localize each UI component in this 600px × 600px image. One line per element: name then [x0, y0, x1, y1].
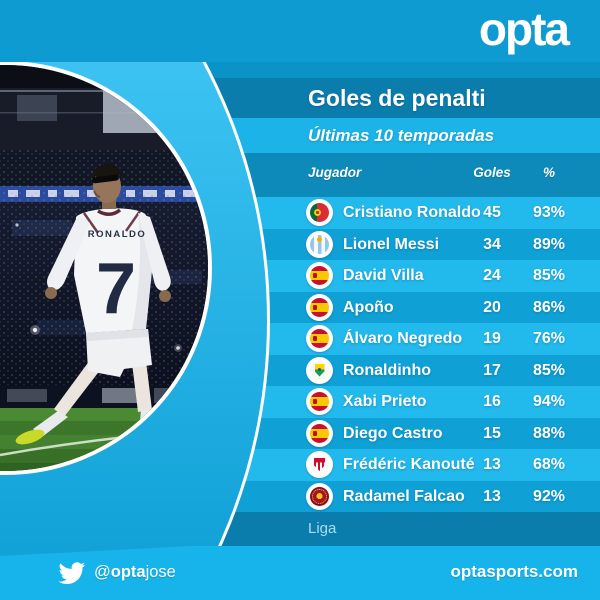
goals-value: 13: [483, 456, 501, 473]
twitter-icon: [58, 562, 86, 585]
badge-spain-icon: [310, 266, 329, 285]
page-title: Goles de penalti: [308, 85, 486, 111]
handle-at: @: [94, 563, 111, 581]
player-badge: [306, 419, 333, 447]
handle-opta: opta: [110, 563, 146, 581]
pct-value: 89%: [532, 235, 566, 253]
player-name: Frédéric Kanouté: [343, 456, 475, 473]
opta-logo: opta: [478, 3, 570, 55]
player-name: Diego Castro: [343, 424, 443, 442]
player-badge: [306, 293, 333, 321]
jersey-name: RONALDO: [88, 229, 147, 240]
player-name: Apoño: [343, 298, 394, 316]
badge-spain-icon: [310, 297, 329, 317]
player-name: Álvaro Negredo: [343, 330, 463, 347]
pct-value: 88%: [532, 424, 566, 442]
goals-value: 16: [483, 393, 501, 410]
player-name: Xabi Prieto: [343, 393, 427, 410]
player-badge: [306, 199, 333, 226]
badge-portugal-icon: [310, 203, 329, 222]
player-name: David Villa: [343, 267, 424, 284]
goals-value: 45: [483, 204, 501, 221]
player-name: Cristiano Ronaldo: [343, 204, 481, 221]
badge-colombia-icon: [310, 486, 329, 506]
goals-value: 24: [483, 267, 501, 284]
goals-value: 13: [483, 487, 501, 505]
goals-value: 17: [483, 361, 501, 379]
goals-value: 34: [483, 235, 501, 253]
goals-value: 20: [483, 298, 501, 316]
column-header-pct: %: [542, 165, 555, 180]
handle-rest: jose: [145, 563, 176, 581]
badge-sevilla-icon: [310, 455, 329, 474]
player-name: Radamel Falcao: [343, 487, 465, 505]
page-subtitle: Últimas 10 temporadas: [308, 126, 495, 145]
pct-value: 86%: [532, 298, 566, 316]
player-badge: [306, 262, 333, 289]
goals-value: 15: [483, 424, 501, 442]
badge-spain-icon: [310, 392, 329, 411]
twitter-handle: @optajose: [94, 563, 176, 582]
competition-label: Liga: [308, 520, 337, 537]
player-badge: [306, 388, 333, 415]
pct-value: 92%: [532, 487, 566, 505]
pct-value: 93%: [532, 204, 566, 221]
pct-value: 94%: [532, 393, 566, 410]
badge-brazil-icon: [310, 360, 329, 380]
badge-spain-icon: [310, 329, 329, 348]
player-badge: [306, 451, 333, 478]
bottom-bar: @optajose optasports.com: [0, 546, 600, 600]
website-url: optasports.com: [450, 562, 578, 581]
top-bar: opta: [0, 0, 600, 62]
pct-value: 76%: [532, 330, 566, 347]
column-header-goals: Goles: [473, 165, 511, 180]
badge-spain-icon: [310, 423, 329, 443]
player-badge: [306, 325, 333, 352]
goals-value: 19: [483, 330, 501, 347]
player-badge: [306, 356, 333, 384]
pct-value: 68%: [532, 456, 566, 473]
column-header-player: Jugador: [308, 165, 362, 180]
badge-argentina-icon: [310, 234, 329, 254]
player-name: Ronaldinho: [343, 361, 431, 379]
jersey-number: 7: [96, 249, 136, 329]
player-badge: [306, 482, 333, 510]
pct-value: 85%: [532, 361, 566, 379]
pct-value: 85%: [532, 267, 566, 284]
player-name: Lionel Messi: [343, 235, 440, 253]
player-badge: [306, 230, 333, 258]
